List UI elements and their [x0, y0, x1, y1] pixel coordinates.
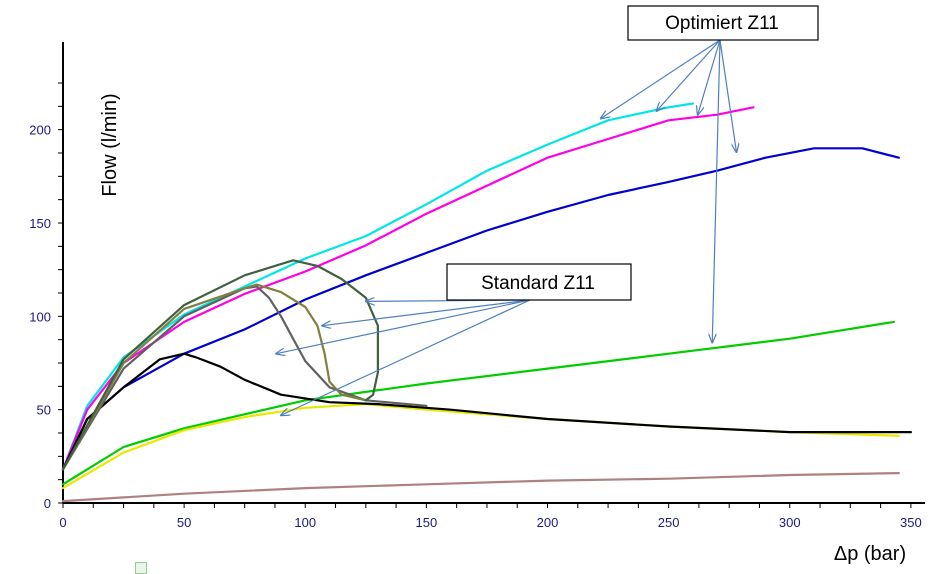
series-line-2	[61, 106, 755, 471]
series-line-7	[61, 352, 912, 471]
y-tick-label: 150	[29, 216, 51, 231]
x-axis-title: Δp (bar)	[834, 543, 906, 565]
callout-1: Optimiert Z11	[601, 5, 819, 342]
x-tick-label: 300	[779, 515, 801, 530]
x-tick-label: 250	[658, 515, 680, 530]
callout-box	[446, 263, 632, 301]
callout-arrow	[657, 39, 721, 111]
y-tick-label: 200	[29, 123, 51, 138]
callout-arrow	[322, 299, 531, 326]
x-tick-label: 50	[177, 515, 191, 530]
y-tick-label: 0	[44, 496, 51, 511]
x-tick-label: 0	[59, 515, 66, 530]
callout-arrow	[719, 39, 736, 152]
callout-arrow	[712, 39, 721, 342]
callout-arrow	[276, 299, 531, 354]
callouts: Optimiert Z11 Standard Z11	[276, 5, 819, 415]
y-axis-title: Flow (l/min)	[99, 93, 121, 196]
callout-2: Standard Z11	[276, 263, 632, 415]
series-line-3	[61, 147, 900, 471]
y-tick-label: 100	[29, 309, 51, 324]
series-line-10	[61, 259, 379, 471]
x-tick-label: 350	[900, 515, 922, 530]
x-tick-label: 200	[537, 515, 559, 530]
callout-arrow	[698, 39, 721, 115]
axes	[58, 42, 925, 508]
x-tick-label: 100	[294, 515, 316, 530]
series-line-1	[61, 102, 694, 471]
bullet-marker	[135, 562, 147, 574]
series-line-4	[61, 320, 895, 486]
series-group	[61, 102, 912, 503]
callout-label: Standard Z11	[481, 273, 595, 294]
series-line-6	[61, 472, 900, 503]
callout-label: Optimiert Z11	[665, 13, 779, 34]
callout-arrow	[281, 299, 531, 415]
x-tick-label: 150	[416, 515, 438, 530]
series-line-9	[61, 283, 367, 471]
tick-labels: 0 50 100 150 200 250 300 350 0 50 100 150 200	[29, 123, 921, 530]
y-tick-label: 50	[37, 403, 51, 418]
callout-arrow	[601, 39, 721, 118]
callout-box	[627, 5, 819, 41]
